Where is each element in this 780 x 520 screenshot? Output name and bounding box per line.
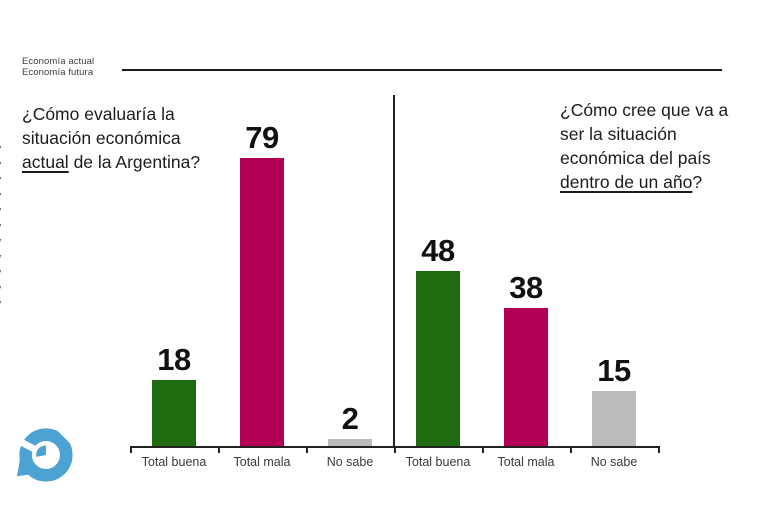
hatch-slash: / [0,205,17,222]
axis-tick [130,446,132,453]
logo-ring [19,428,73,482]
question-left-underline: actual [22,152,69,172]
question-left-text: ¿Cómo evaluaría la situación económica [22,104,181,148]
bar-value-label: 18 [157,342,191,377]
hatch-slash: / [0,174,17,191]
question-left: ¿Cómo evaluaría la situación económica a… [22,102,228,174]
circular-swirl-logo [16,426,74,482]
bar-value-label: 79 [245,120,279,155]
hatch-slash: / [0,283,17,300]
hatch-slash: / [0,252,17,269]
logo-cut-top [53,426,74,447]
bar-actual-total-mala [240,158,284,446]
bar-value-label: 15 [597,353,631,388]
question-left-tail: de la Argentina? [68,152,201,172]
axis-tick [306,446,308,453]
bar-value-label: 48 [421,233,455,268]
axis-tick [218,446,220,453]
category-label: Total buena [405,455,471,469]
bar-futura-total-buena [416,271,460,446]
hatch-slash: / [0,221,17,238]
question-right-text: ¿Cómo cree que va a ser la situación eco… [560,100,729,168]
bar-futura-no-sabe [592,391,636,446]
bar-futura-total-mala [504,308,548,446]
hatch-slash: / [0,236,17,253]
bar-value-label: 38 [509,270,543,305]
question-right-tail: ? [692,172,703,192]
axis-tick [570,446,572,453]
hatch-slash: / [0,267,17,284]
top-divider-line [122,69,722,71]
axis-tick [482,446,484,453]
chart-legend: Economía actual Economía futura [22,56,94,78]
bar-actual-no-sabe [328,439,372,446]
group-divider-line [393,95,395,448]
hatch-slash: / [0,143,17,160]
question-right: ¿Cómo cree que va a ser la situación eco… [560,98,752,194]
category-label: No sabe [326,455,374,469]
logo-tail [16,459,31,477]
question-right-underline: dentro de un año [560,172,693,192]
category-label: Total mala [497,455,555,469]
logo-inner-wedge [36,445,46,457]
legend-line-futura: Economía futura [22,67,94,78]
hatch-slash: / [0,190,17,207]
category-label: Total mala [233,455,291,469]
axis-tick [394,446,396,453]
bar-value-label: 2 [341,401,359,436]
bar-actual-total-buena [152,380,196,446]
hatch-marks: /////////// [0,143,17,315]
hatch-slash: / [0,298,17,315]
legend-line-actual: Economía actual [22,56,95,67]
category-label: No sabe [590,455,638,469]
hatch-slash: / [0,159,17,176]
axis-tick [658,446,660,453]
category-label: Total buena [141,455,207,469]
